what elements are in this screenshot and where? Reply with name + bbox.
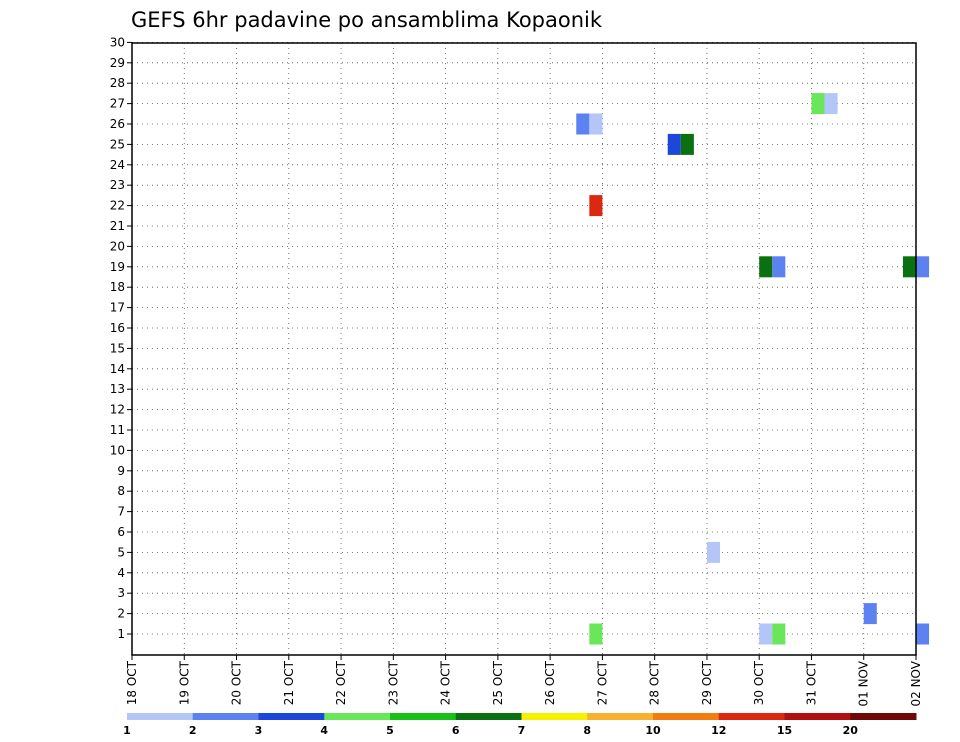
color-bar-legend: 1 2 3 4 5 6 7 8 10 12 15 20 [123,713,917,737]
color-bar-segment [127,713,194,720]
y-tick-label: 12 [110,403,125,417]
x-tick-label: 22 OCT [334,660,348,705]
color-bar-label: 10 [645,724,661,737]
precip-cell [680,133,694,155]
x-tick-label: 20 OCT [230,660,244,705]
y-tick-label: 25 [110,137,125,151]
x-tick-label: 21 OCT [282,660,296,705]
x-tick-label: 19 OCT [177,660,191,705]
y-tick-label: 18 [110,280,125,294]
y-tick-label: 20 [110,239,125,253]
y-tick-label: 1 [117,627,125,641]
y-tick-label: 7 [117,505,125,519]
color-bar-segment [192,713,259,720]
y-tick-label: 5 [117,545,125,559]
precip-cell [902,256,916,278]
y-tick-label: 23 [110,178,125,192]
y-tick-label: 26 [110,117,125,131]
y-tick-label: 16 [110,321,125,335]
x-tick-label: 02 NOV [909,660,923,706]
y-tick-label: 13 [110,382,125,396]
precip-cell [706,541,720,563]
precip-cell [589,195,603,217]
y-tick-label: 2 [117,607,125,621]
color-bar-label: 2 [189,724,197,737]
color-bar-segment [718,713,785,720]
color-bar-segment [455,713,522,720]
y-tick-label: 17 [110,301,125,315]
y-tick-label: 28 [110,76,125,90]
precipitation-cells [576,93,930,645]
color-bar-segment [587,713,654,720]
x-axis: 18 OCT 19 OCT 20 OCT 21 OCT 22 OCT 23 OCT 24 O… [125,655,923,707]
color-bar-segment [390,713,457,720]
y-tick-label: 6 [117,525,125,539]
precip-cell [759,623,773,645]
precip-cell [772,623,786,645]
precip-cell [759,256,773,278]
color-bar-label: 20 [843,724,859,737]
y-tick-label: 30 [110,35,125,49]
precip-cell [589,113,603,135]
color-bar-label: 4 [320,724,328,737]
plot-frame [131,42,917,656]
color-bar-label: 8 [583,724,591,737]
precip-cell [863,603,877,625]
color-bar-label: 6 [452,724,460,737]
y-tick-label: 11 [110,423,125,437]
y-tick-label: 3 [117,586,125,600]
color-bar-label: 5 [386,724,394,737]
precip-cell [811,93,825,115]
y-tick-label: 22 [110,199,125,213]
y-tick-label: 29 [110,56,125,70]
precip-cell [576,113,590,135]
y-tick-label: 19 [110,260,125,274]
color-bar-label: 1 [123,724,131,737]
y-tick-label: 27 [110,97,125,111]
y-tick-label: 4 [117,566,125,580]
x-tick-label: 18 OCT [125,660,139,705]
grid-lines [131,42,917,655]
precip-cell [916,623,930,645]
precip-cell [589,623,603,645]
y-tick-label: 15 [110,341,125,355]
x-tick-label: 24 OCT [439,660,453,705]
chart-title: GEFS 6hr padavine po ansamblima Kopaonik [131,8,603,32]
precip-cell [824,93,838,115]
x-tick-label: 23 OCT [386,660,400,705]
x-tick-label: 25 OCT [491,660,505,705]
color-bar-segment [258,713,325,720]
x-tick-label: 28 OCT [648,660,662,705]
y-tick-label: 10 [110,443,125,457]
color-bar-label: 15 [777,724,792,737]
y-tick-label: 21 [110,219,125,233]
precip-cell [772,256,786,278]
y-tick-label: 8 [117,484,125,498]
y-tick-label: 14 [110,362,125,376]
color-bar-segment [850,713,917,720]
color-bar-label: 3 [255,724,263,737]
color-bar-segment [521,713,588,720]
y-tick-label: 24 [110,158,125,172]
x-tick-label: 30 OCT [752,660,766,705]
y-tick-label: 9 [117,464,125,478]
x-tick-label: 29 OCT [700,660,714,705]
color-bar-segment [653,713,720,720]
x-tick-label: 01 NOV [857,660,871,706]
precip-cell [667,133,681,155]
x-tick-label: 27 OCT [595,660,609,705]
precip-cell [916,256,930,278]
y-axis: 1234567891011121314151617181920212223242… [110,35,132,641]
x-tick-label: 26 OCT [543,660,557,705]
color-bar-segment [784,713,851,720]
color-bar-segment [324,713,391,720]
color-bar-label: 12 [711,724,726,737]
x-tick-label: 31 OCT [804,660,818,705]
color-bar-label: 7 [518,724,526,737]
